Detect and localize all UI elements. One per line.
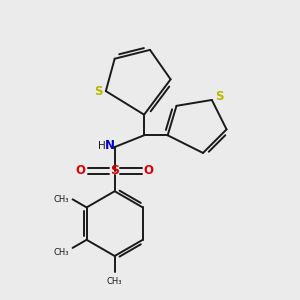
Text: S: S xyxy=(110,164,119,177)
Text: O: O xyxy=(76,164,86,177)
Text: CH₃: CH₃ xyxy=(54,195,69,204)
Text: CH₃: CH₃ xyxy=(107,277,122,286)
Text: CH₃: CH₃ xyxy=(54,248,69,257)
Text: H: H xyxy=(98,141,105,151)
Text: S: S xyxy=(94,85,103,98)
Text: S: S xyxy=(215,91,224,103)
Text: N: N xyxy=(105,139,115,152)
Text: O: O xyxy=(143,164,154,177)
